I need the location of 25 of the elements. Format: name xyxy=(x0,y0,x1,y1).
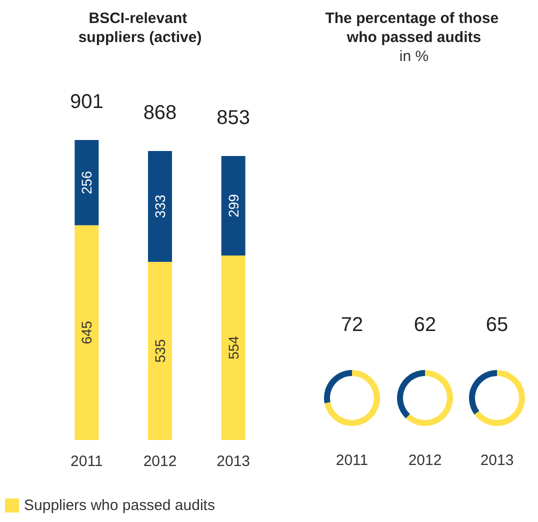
chart-title: 72 xyxy=(340,314,364,336)
data-label: 535 xyxy=(152,339,168,363)
total-label: 868 xyxy=(143,102,177,124)
chart-title: 62 xyxy=(414,314,436,336)
data-label: 256 xyxy=(78,170,95,194)
total-label: 853 xyxy=(216,106,250,129)
legend-label: Suppliers who passed audits xyxy=(24,497,215,514)
x-tick-label: 2012 xyxy=(143,453,177,470)
text: The percentage of those who passed audits xyxy=(325,10,503,46)
bar xyxy=(74,140,99,226)
x-tick-label: 2011 xyxy=(70,453,103,470)
x-tick-label: 2013 xyxy=(216,453,250,470)
bar xyxy=(74,225,99,440)
bar xyxy=(221,156,246,256)
total-label: 901 xyxy=(70,90,104,113)
data-label: 645 xyxy=(78,320,95,344)
bar xyxy=(148,150,172,262)
data-label: 299 xyxy=(225,194,242,218)
chart-title: 65 xyxy=(486,314,508,336)
bar xyxy=(148,262,172,440)
text: in % xyxy=(399,48,429,65)
data-label: 554 xyxy=(225,336,242,360)
chart-title: BSCI-relevant suppliers (active) xyxy=(78,10,202,46)
bar xyxy=(221,256,246,440)
data-label: 333 xyxy=(152,194,168,218)
